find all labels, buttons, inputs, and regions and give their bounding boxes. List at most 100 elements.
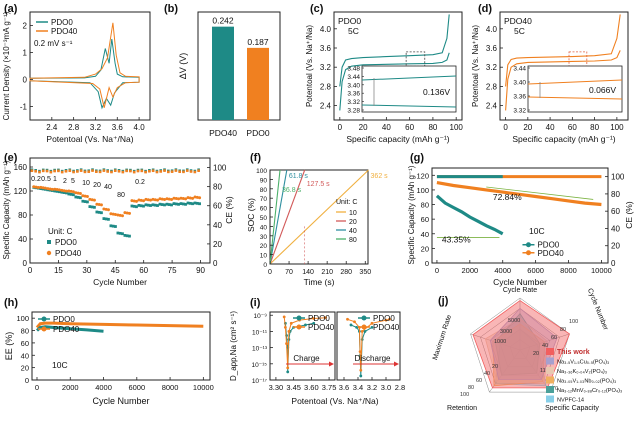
- panel-e-ylabel: Specific Capacity (mAh g⁻¹): [2, 160, 11, 259]
- panel-d-x-tick-label: 80: [590, 123, 599, 132]
- panel-a-scan-rate: 0.2 mV s⁻¹: [34, 39, 73, 48]
- panel-f-y-tick-label: 20: [260, 243, 268, 250]
- panel-f-y-tick-label: 60: [260, 206, 268, 213]
- panel-e-capacity-marker: [141, 199, 145, 203]
- panel-j-scale-label: 3000: [500, 329, 512, 335]
- panel-e-capacity-marker: [198, 202, 201, 206]
- panel-i-marker: [353, 320, 356, 324]
- panel-e-capacity-marker: [104, 217, 108, 221]
- panel-j-axis-label: Retention: [447, 405, 477, 412]
- panel-a-y-tick-label: 2: [23, 22, 28, 31]
- panel-e-ce-marker: [60, 170, 64, 174]
- panel-e-ce-marker: [95, 170, 98, 173]
- panel-f-legend-title: Unit: C: [336, 199, 357, 206]
- panel-h-x-tick-label: 2000: [62, 383, 79, 392]
- panel-b-category-label: PDO0: [246, 128, 269, 138]
- panel-e-capacity-marker: [146, 203, 150, 207]
- panel-e-ce-marker: [155, 170, 159, 174]
- panel-e-capacity-marker: [132, 199, 136, 203]
- panel-i-marker: [363, 330, 367, 333]
- panel-j-scale-label: 5000: [508, 318, 520, 324]
- panel-d-y-tick-label: 3.6: [486, 44, 498, 53]
- panel-e-capacity-marker: [151, 203, 155, 207]
- panel-e-capacity-marker: [81, 194, 85, 198]
- panel-f-x-tick-label: 0: [268, 269, 272, 276]
- panel-c-y-tick-label: 4.0: [320, 25, 332, 34]
- panel-j-axis-label: Cycle Rate: [503, 287, 537, 294]
- panel-j-grid-ring: [509, 339, 531, 359]
- panel-e-capacity-marker: [167, 197, 171, 201]
- panel-g-series-pdo0: [435, 194, 504, 236]
- panel-e-x-tick-label: 75: [168, 266, 177, 275]
- panel-e-capacity-marker: [111, 212, 115, 216]
- panel-h-series-pdo40: [35, 321, 204, 329]
- panel-i-legend-pdo40-label: PDO40: [373, 323, 400, 332]
- panel-e-capacity-marker: [116, 231, 120, 235]
- panel-e-capacity-marker: [167, 203, 171, 206]
- panel-h-label: (h): [4, 297, 18, 309]
- panel-e-ce-marker: [91, 169, 94, 172]
- panel-e-ce-marker: [83, 170, 87, 174]
- panel-d-inset-tick-label: 3.36: [513, 94, 526, 101]
- panel-j-scale-label: 100: [569, 319, 578, 325]
- panel-e-capacity-marker: [132, 204, 136, 208]
- panel-d-label: (d): [478, 3, 492, 15]
- panel-e-capacity-marker: [32, 185, 36, 189]
- panel-i-marker: [388, 317, 391, 321]
- panel-c-inset-tick-label: 3.36: [347, 91, 360, 98]
- panel-e-capacity-marker: [53, 189, 57, 193]
- panel-e-capacity-marker: [144, 203, 148, 207]
- panel-g-yr-tick-label: 100: [611, 173, 625, 182]
- panel-g-x-tick-label: 4000: [494, 266, 511, 275]
- panel-i-marker: [370, 325, 374, 329]
- panel-e-capacity-marker: [177, 197, 181, 201]
- panel-e-ce-marker: [163, 169, 166, 172]
- panel-d-x-tick-label: 40: [546, 123, 555, 132]
- panel-e-capacity-marker: [130, 204, 134, 208]
- panel-e-ce-marker: [182, 170, 185, 174]
- panel-e-capacity-marker: [156, 198, 160, 202]
- panel-b-value-label: 0.187: [247, 37, 269, 47]
- panel-g-legend-pdo0-label: PDO0: [537, 241, 559, 250]
- panel-c-x-tick-label: 60: [405, 123, 414, 132]
- panel-g-x-tick-label: 8000: [560, 266, 577, 275]
- panel-i-x-tick-label: 3.30: [269, 383, 284, 392]
- panel-b-category-label: PDO40: [209, 128, 237, 138]
- panel-g-yr-tick-label: 20: [611, 242, 620, 251]
- panel-g-yr-tick-label: 80: [611, 190, 620, 199]
- panel-i-legend-pdo40-marker: [296, 324, 302, 330]
- panel-c-inset-frame: [361, 65, 457, 113]
- panel-h-x-tick-label: 8000: [162, 383, 179, 392]
- panel-e-capacity-marker: [88, 205, 92, 208]
- panel-i-frame-discharge: [336, 311, 401, 381]
- panel-e-capacity-marker: [92, 198, 96, 202]
- panel-e-capacity-marker: [135, 205, 138, 209]
- panel-i-x-tick-label: 3.6: [339, 383, 349, 392]
- panel-e-y-tick-label: 120: [14, 187, 28, 196]
- panel-e-capacity-marker: [174, 197, 178, 201]
- panel-g-y-tick-label: 100: [416, 186, 429, 195]
- panel-e-capacity-marker: [104, 207, 108, 211]
- panel-e-capacity-marker: [120, 214, 124, 218]
- panel-e-capacity-marker: [55, 188, 59, 192]
- panel-h-legend-pdo0-marker: [41, 316, 47, 322]
- panel-d-series-discharge: [505, 50, 621, 111]
- panel-e-yr-tick-label: 60: [213, 202, 222, 211]
- panel-j-legend-swatch: [546, 357, 554, 365]
- panel-i-marker: [384, 318, 388, 322]
- panel-e-capacity-marker: [107, 217, 110, 221]
- panel-e-capacity-marker: [69, 192, 73, 196]
- panel-j-scale-label: 20: [533, 351, 539, 357]
- panel-e-rate-label: 10: [82, 180, 90, 187]
- panel-i-marker: [312, 321, 316, 325]
- panel-e-legend-pdo0-marker: [47, 240, 51, 244]
- panel-i-marker: [349, 323, 353, 327]
- panel-j-scale-label: 80: [560, 327, 566, 333]
- panel-i-x-tick-label: 3.60: [304, 383, 319, 392]
- panel-c-y-tick-label: 2.8: [320, 82, 332, 91]
- panel-j-scale-label: 70: [552, 386, 558, 392]
- panel-e-capacity-marker: [53, 187, 57, 191]
- panel-e-capacity-marker: [121, 232, 124, 236]
- panel-a-legend-pdo40-label: PDO40: [51, 27, 78, 36]
- panel-i-x-tick-label: 2.8: [395, 383, 405, 392]
